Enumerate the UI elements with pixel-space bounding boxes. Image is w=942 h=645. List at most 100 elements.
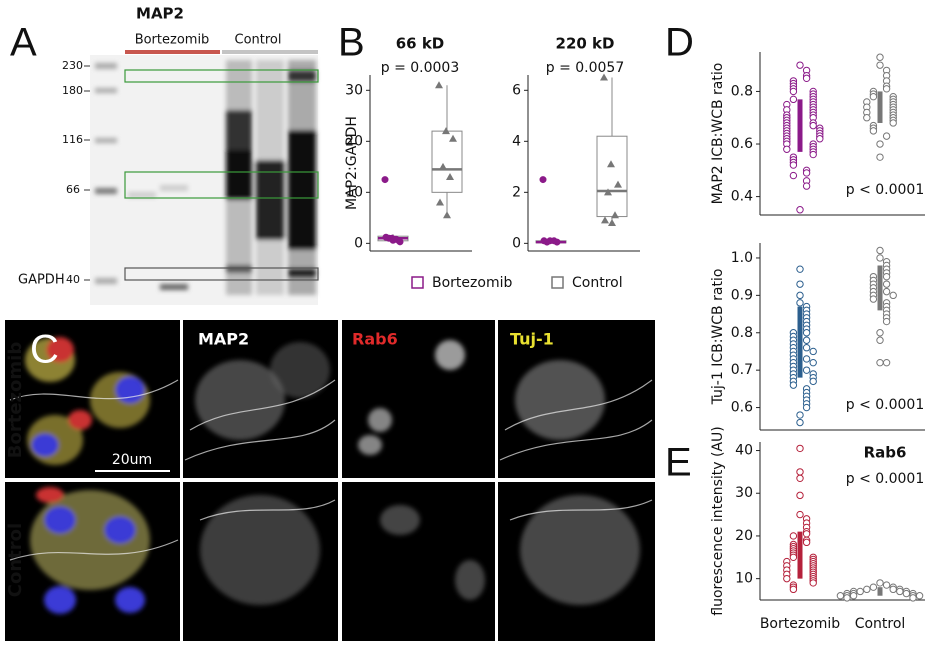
data-point [550, 237, 558, 245]
data-point [382, 233, 390, 241]
data-point [796, 418, 804, 427]
data-point [869, 92, 878, 101]
data-point [809, 579, 817, 587]
data-point [876, 254, 884, 262]
data-point [449, 134, 457, 142]
data-point [882, 358, 891, 367]
y-tick-label: 0.6 [731, 400, 753, 416]
data-point [876, 53, 884, 61]
row-label: Bortezomib [5, 342, 26, 459]
data-point [796, 510, 804, 519]
x-tick-label: Bortezomib [760, 616, 840, 632]
data-point [896, 587, 904, 596]
data-point [614, 180, 622, 188]
marker-label: 40 [66, 273, 80, 286]
y-tick-label: 4 [512, 133, 521, 149]
data-point [869, 295, 878, 303]
data-point [611, 211, 619, 219]
data-point [789, 87, 798, 96]
y-axis-label: Tuj-1 ICB:WCB ratio [710, 269, 726, 406]
gel-title: MAP2 [136, 5, 184, 23]
x-tick-label: Control [855, 616, 906, 632]
data-point [540, 237, 548, 245]
y-tick-label: 2 [512, 184, 521, 200]
y-tick-label: 40 [735, 443, 753, 459]
data-point [876, 140, 884, 148]
data-point [443, 211, 451, 219]
box [596, 135, 628, 218]
data-point [816, 135, 824, 143]
data-point [836, 592, 845, 600]
data-point [796, 61, 804, 69]
marker-label: 116 [62, 133, 83, 146]
data-point [882, 581, 891, 589]
data-point [802, 530, 811, 538]
data-point [435, 81, 443, 89]
data-point [876, 246, 884, 255]
data-point [889, 119, 897, 127]
p-value: p = 0.0057 [546, 60, 625, 76]
data-point [882, 272, 891, 281]
data-point [802, 366, 811, 374]
data-point [796, 265, 804, 273]
marker-dashes [84, 65, 90, 281]
data-point [604, 188, 612, 196]
group-bar [222, 50, 318, 54]
y-tick-label: 0.7 [731, 362, 753, 378]
panel-letter: E [665, 441, 692, 485]
marker-label: 230 [62, 59, 83, 72]
gel [90, 55, 319, 305]
data-point [439, 162, 447, 170]
data-point [796, 468, 804, 476]
data-point [789, 161, 798, 169]
y-tick-label: 0.9 [731, 287, 753, 303]
data-point [442, 127, 450, 135]
data-point [607, 160, 615, 168]
data-point [876, 329, 884, 337]
y-tick-label: 1.0 [731, 250, 753, 266]
data-point [796, 291, 804, 300]
data-point [796, 206, 804, 214]
data-point [849, 592, 858, 600]
channel-label: MAP2 [198, 330, 249, 349]
p-value: p < 0.0001 [846, 397, 925, 413]
p-value: p = 0.0003 [381, 60, 460, 76]
data-point [809, 347, 817, 356]
data-point [789, 381, 798, 389]
data-point [796, 491, 804, 500]
data-point [876, 61, 884, 69]
data-point [876, 579, 884, 587]
group-bar [125, 50, 220, 54]
marker-label: 180 [62, 84, 83, 97]
p-value: p < 0.0001 [846, 471, 925, 487]
data-point [882, 85, 891, 93]
legend-label: Control [572, 275, 623, 291]
data-point [882, 287, 891, 296]
data-point [802, 336, 811, 344]
loading-control-label: GAPDH [18, 273, 65, 288]
data-point [608, 218, 616, 226]
plot-title: 66 kD [396, 35, 445, 53]
data-point [915, 592, 924, 600]
data-point [446, 173, 454, 181]
y-tick-label: 6 [512, 82, 521, 98]
legend-swatch [411, 276, 424, 289]
y-tick-label: 20 [735, 528, 753, 544]
data-point [889, 291, 897, 300]
data-point [789, 553, 798, 561]
y-tick-label: 30 [345, 82, 363, 98]
data-point [863, 585, 871, 594]
data-point [396, 238, 404, 246]
data-point [802, 329, 811, 337]
data-point [802, 169, 811, 177]
data-point [869, 583, 878, 591]
data-point [789, 95, 798, 104]
data-point [436, 198, 444, 206]
data-point [796, 411, 804, 419]
y-tick-label: 0.4 [731, 189, 753, 205]
data-point [902, 589, 911, 598]
panel-letter: C [30, 328, 59, 372]
data-point [843, 594, 851, 602]
group-label: Bortezomib [135, 33, 210, 48]
